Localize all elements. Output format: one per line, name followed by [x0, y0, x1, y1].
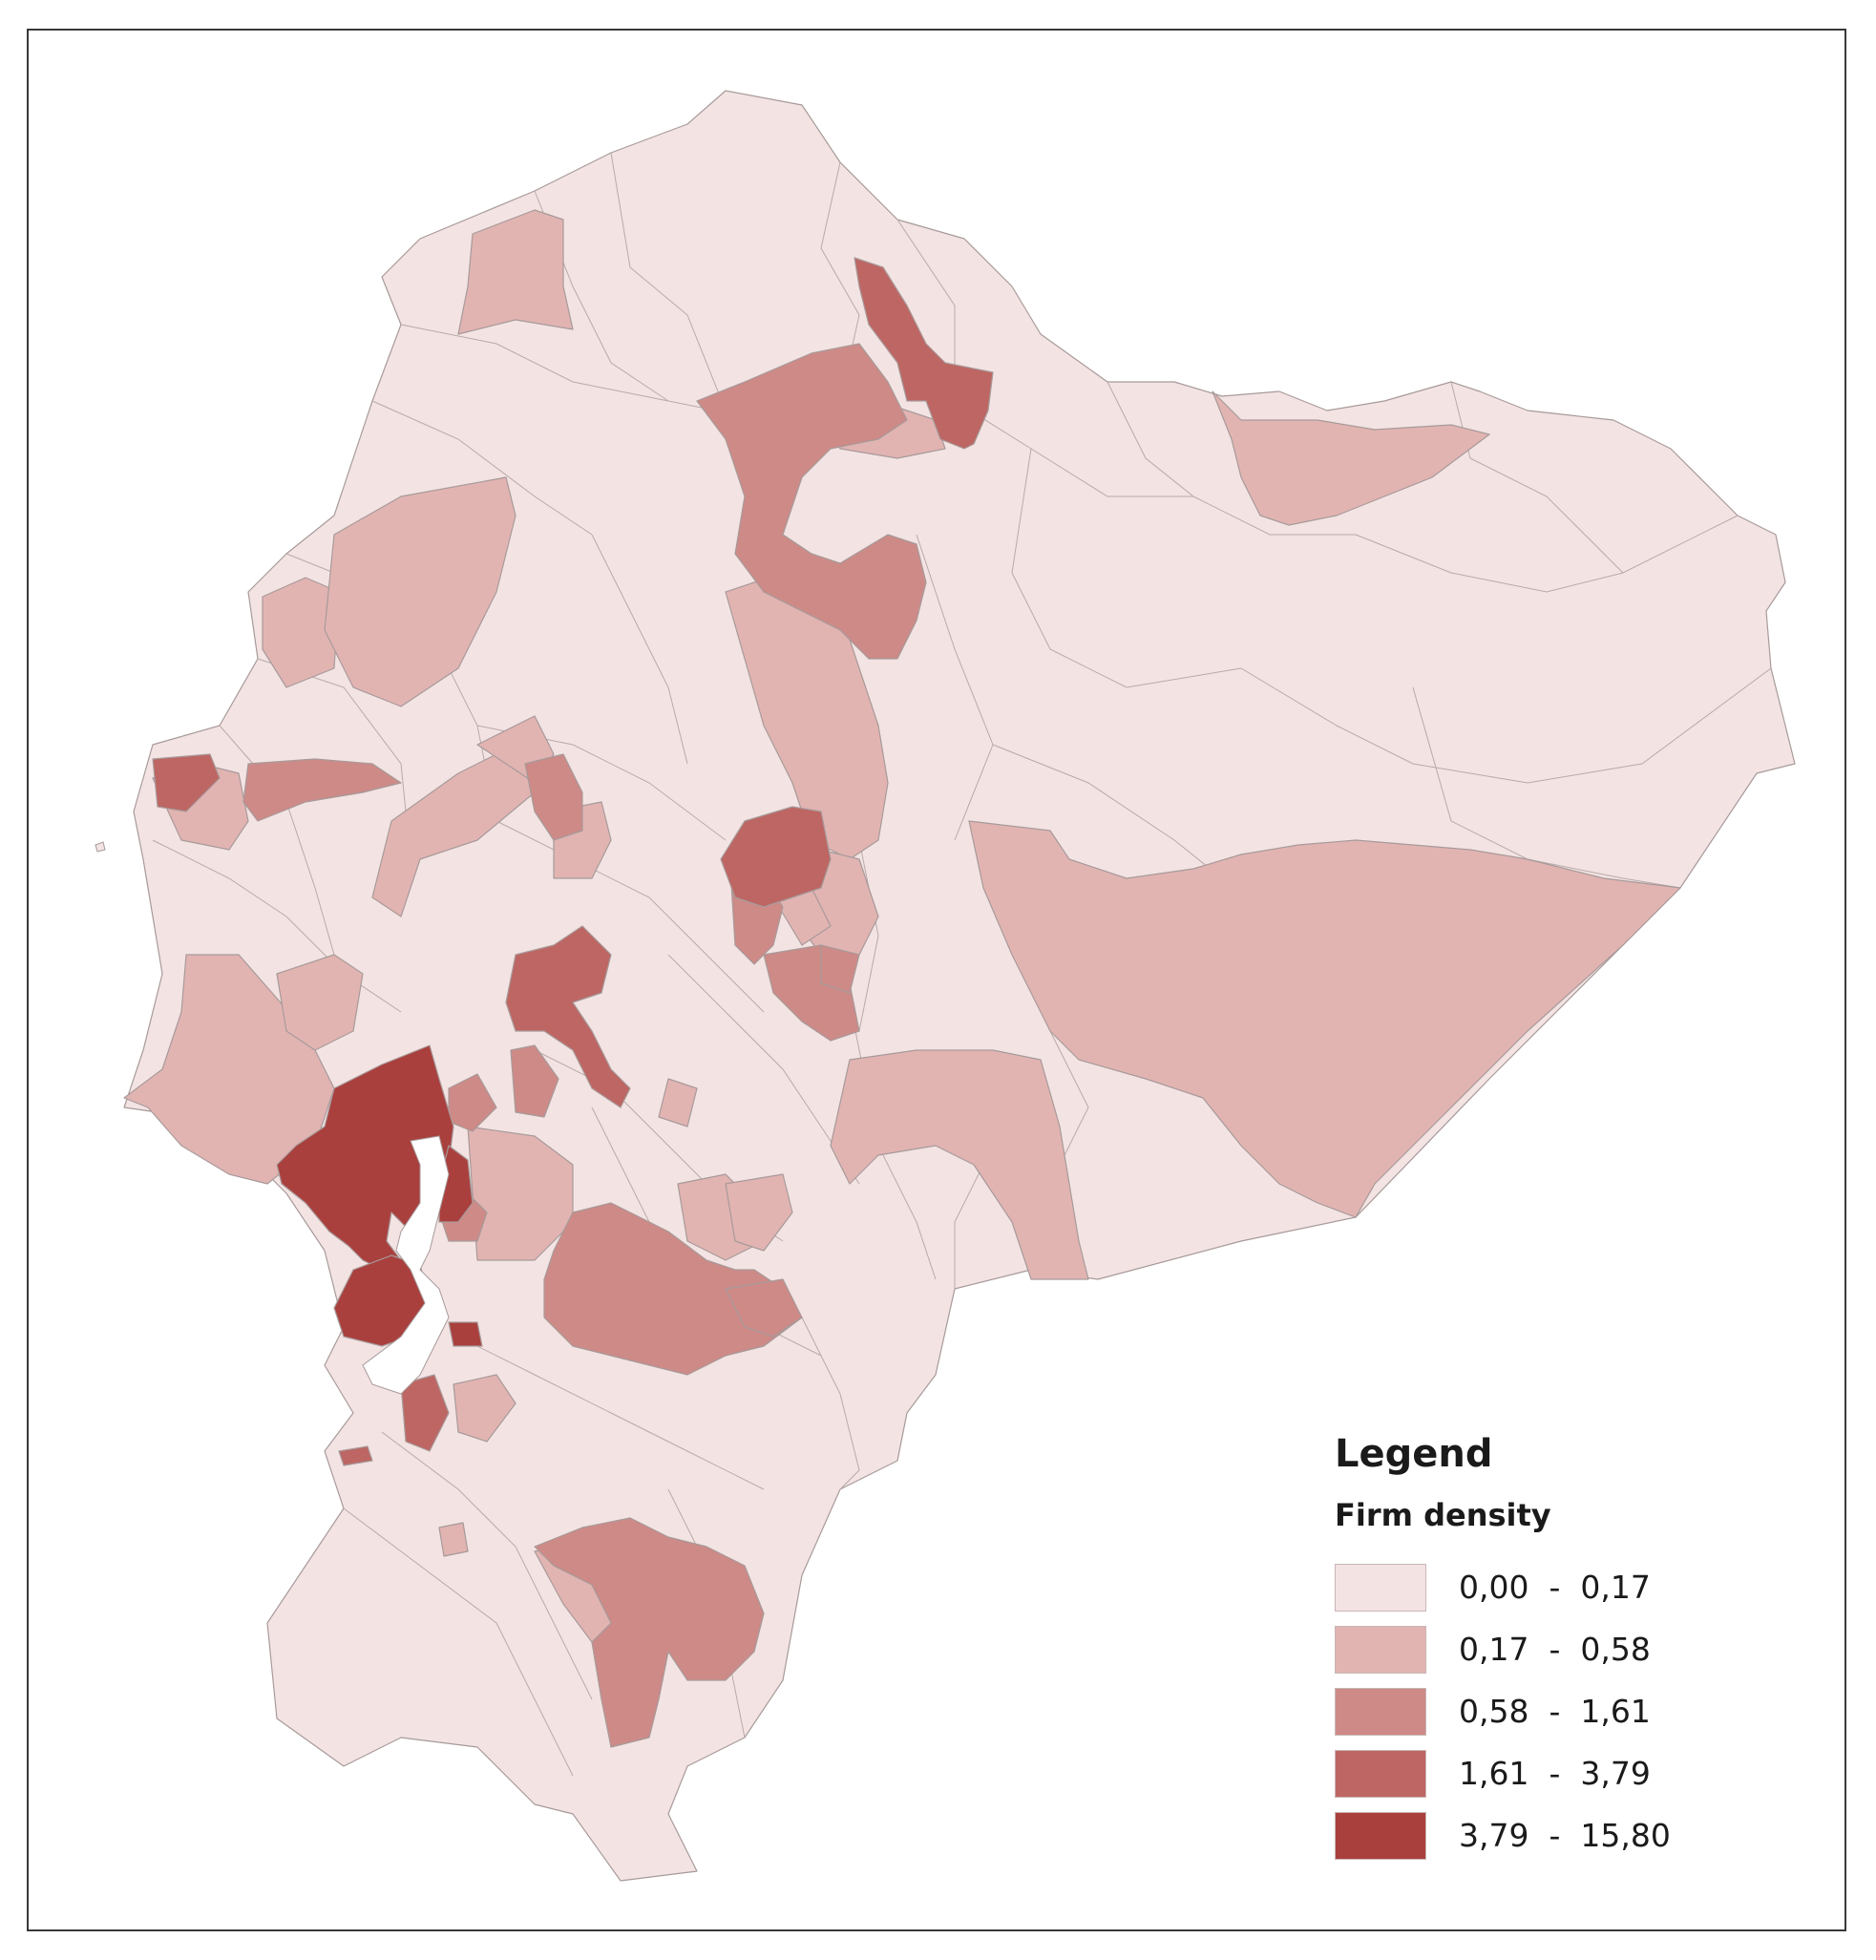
region-central-east — [830, 1049, 1089, 1280]
region-guayas-main — [276, 1044, 454, 1271]
region-andes-central-1 — [720, 806, 832, 908]
legend-item: 3,79 - 15,80 — [1335, 1804, 1717, 1866]
region-south-small-2 — [438, 1522, 469, 1557]
legend: Legend Firm density 0,00 - 0,17 0,17 - 0… — [1335, 1432, 1717, 1866]
class-1-61-3-79-regions — [152, 257, 994, 1466]
legend-label: 0,00 - 0,17 — [1459, 1569, 1651, 1606]
legend-item: 0,58 - 1,61 — [1335, 1680, 1717, 1742]
region-west-coast-2 — [324, 476, 516, 707]
region-north-small — [820, 944, 860, 994]
region-center-small-4 — [658, 1078, 698, 1128]
class-0-17-0-58-regions — [123, 209, 1681, 1643]
region-center-7 — [524, 753, 583, 841]
region-amazon-southeast — [968, 820, 1681, 1218]
region-south-center-1 — [543, 1202, 803, 1376]
region-west-coast-1 — [262, 577, 340, 688]
region-west-coast-dark — [152, 753, 221, 812]
region-coast-7 — [276, 954, 364, 1051]
region-north-andes-1 — [696, 343, 927, 660]
legend-title: Legend — [1335, 1432, 1493, 1476]
region-northwest — [457, 209, 574, 335]
legend-label: 1,61 - 3,79 — [1459, 1755, 1651, 1792]
gulf-water — [362, 1135, 450, 1395]
legend-label: 3,79 - 15,80 — [1459, 1817, 1671, 1854]
legend-swatch — [1335, 1563, 1426, 1612]
coastline-islet — [95, 841, 106, 853]
legend-swatch — [1335, 1811, 1426, 1860]
region-south-small-1 — [453, 1374, 516, 1443]
legend-label: 0,58 - 1,61 — [1459, 1693, 1651, 1730]
country-base-region — [123, 90, 1796, 1882]
region-north-border-corridor — [854, 257, 994, 450]
legend-label: 0,17 - 0,58 — [1459, 1631, 1651, 1668]
legend-swatch — [1335, 1749, 1426, 1798]
class-0-58-1-61-regions — [242, 343, 927, 1748]
legend-swatch — [1335, 1687, 1426, 1736]
region-center-8 — [510, 1044, 559, 1118]
legend-item: 0,00 - 0,17 — [1335, 1556, 1717, 1618]
region-south-1 — [534, 1517, 765, 1748]
region-south-center-2 — [725, 1278, 803, 1338]
region-west-4 — [371, 734, 536, 917]
region-guayas-small — [448, 1321, 483, 1347]
legend-item: 0,17 - 0,58 — [1335, 1618, 1717, 1680]
legend-item: 1,61 - 3,79 — [1335, 1742, 1717, 1804]
class-3-79-15-80-regions — [276, 1044, 483, 1347]
region-coast-south-1 — [400, 1374, 450, 1452]
region-coast-south-2 — [338, 1445, 373, 1466]
region-northeast — [1212, 390, 1490, 526]
legend-swatch — [1335, 1625, 1426, 1674]
region-center-south-3 — [725, 1173, 793, 1252]
legend-subtitle: Firm density — [1335, 1497, 1551, 1533]
region-west-6 — [242, 758, 402, 822]
region-andes-central-2 — [505, 925, 631, 1108]
